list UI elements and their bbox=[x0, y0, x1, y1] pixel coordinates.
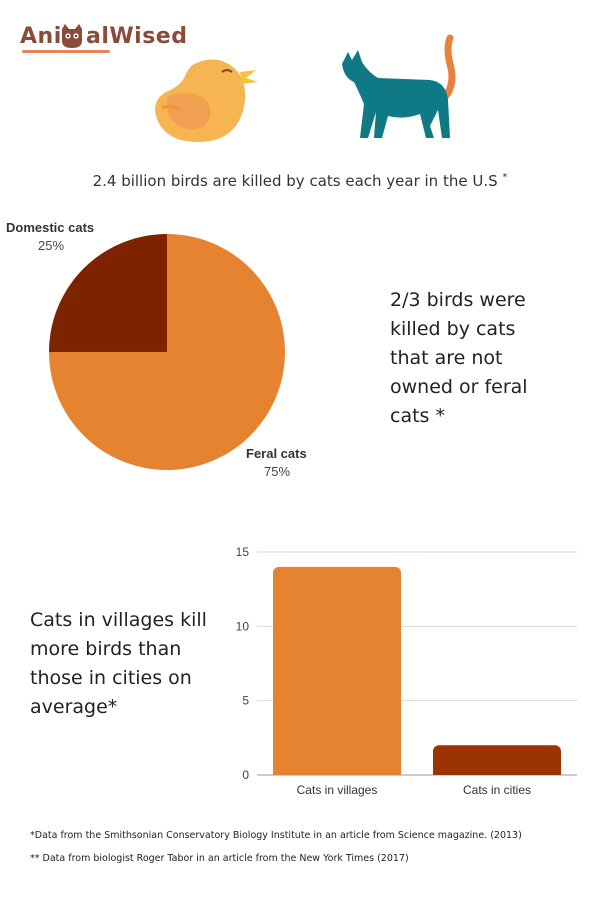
y-tick-label: 15 bbox=[236, 545, 250, 559]
pie-note-line: cats * bbox=[390, 405, 445, 427]
pie-note-line: that are not bbox=[390, 347, 503, 369]
bar-cats-in-villages bbox=[273, 566, 401, 775]
bar-base bbox=[273, 769, 401, 775]
footnote-1: *Data from the Smithsonian Conservatory … bbox=[30, 830, 522, 841]
headline: 2.4 billion birds are killed by cats eac… bbox=[0, 172, 600, 190]
x-tick-label: Cats in cities bbox=[463, 783, 531, 797]
pie-note-line: owned or feral bbox=[390, 376, 528, 398]
pie-label-feral: Feral cats 75% bbox=[246, 446, 307, 479]
bar-note: Cats in villages kill more birds than th… bbox=[30, 606, 220, 722]
pie-label-feral-percent: 75% bbox=[264, 464, 291, 479]
headline-marker: * bbox=[502, 172, 508, 183]
headline-text: 2.4 billion birds are killed by cats eac… bbox=[92, 172, 498, 190]
x-tick-label: Cats in villages bbox=[297, 783, 378, 797]
pie-note-line: 2/3 birds were bbox=[390, 289, 526, 311]
bar-note-line: more birds than bbox=[30, 638, 182, 660]
pie-note: 2/3 birds were killed by cats that are n… bbox=[390, 286, 528, 431]
bar-base bbox=[433, 769, 561, 775]
bar-note-line: average* bbox=[30, 696, 118, 718]
cat-icon bbox=[342, 34, 456, 138]
footnote-2: ** Data from biologist Roger Tabor in an… bbox=[30, 853, 409, 864]
pie-chart bbox=[49, 234, 285, 470]
brand-underline bbox=[22, 50, 110, 53]
brand-name-right: alWised bbox=[86, 24, 188, 49]
bar-note-line: Cats in villages kill bbox=[30, 609, 207, 631]
pie-label-domestic: Domestic cats 25% bbox=[6, 220, 94, 253]
pie-label-feral-name: Feral cats bbox=[246, 446, 307, 461]
pie-slice-domestic-cats bbox=[49, 234, 167, 352]
bar-note-line: those in cities on bbox=[30, 667, 192, 689]
y-tick-label: 0 bbox=[242, 768, 249, 782]
pie-note-line: killed by cats bbox=[390, 318, 516, 340]
bar-chart: 0 5 10 15 Cats in villages Cats in cities bbox=[236, 545, 577, 797]
bird-icon bbox=[155, 59, 258, 142]
brand-cat-icon bbox=[62, 24, 82, 48]
y-tick-label: 5 bbox=[242, 694, 249, 708]
pie-label-domestic-name: Domestic cats bbox=[6, 220, 95, 235]
brand-name-left: Ani bbox=[20, 24, 62, 49]
pie-label-domestic-percent: 25% bbox=[38, 238, 65, 253]
y-tick-label: 10 bbox=[236, 619, 250, 633]
pie-slice-feral-cats bbox=[49, 234, 285, 470]
bar-cats-in-cities bbox=[433, 745, 561, 775]
